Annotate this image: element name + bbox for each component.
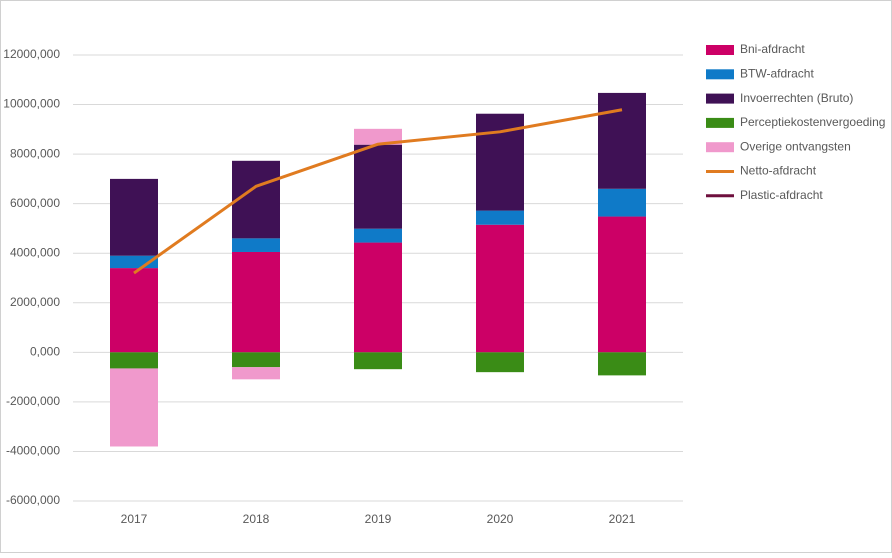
bar-segment [232, 238, 280, 252]
bar-segment [598, 188, 646, 217]
legend-swatch [706, 117, 734, 128]
y-tick-label: -6000,000 [6, 493, 60, 507]
bar-segment [354, 144, 402, 229]
y-tick-label: 6000,000 [10, 196, 60, 210]
x-tick-label: 2019 [365, 512, 392, 526]
x-tick-label: 2018 [243, 512, 270, 526]
legend-label: Invoerrechten (Bruto) [740, 91, 853, 105]
bar-segment [110, 368, 158, 447]
x-tick-label: 2020 [487, 512, 514, 526]
legend-swatch [706, 93, 734, 104]
bar-segment [110, 352, 158, 369]
y-tick-label: 4000,000 [10, 245, 60, 259]
legend-label: Netto-afdracht [740, 164, 817, 178]
x-tick-label: 2021 [609, 512, 636, 526]
bar-segment [476, 210, 524, 225]
bar-segment [232, 352, 280, 368]
bar-segment [110, 178, 158, 256]
legend-label: BTW-afdracht [740, 66, 814, 80]
legend-label: Overige ontvangsten [740, 139, 851, 153]
legend-swatch [706, 69, 734, 80]
bar-segment [476, 352, 524, 373]
bar-segment [476, 224, 524, 353]
bar-segment [354, 352, 402, 370]
line [133, 108, 623, 275]
y-tick-label: 8000,000 [10, 146, 60, 160]
bar-segment [354, 242, 402, 353]
bar-segment [232, 251, 280, 353]
bar-segment [354, 228, 402, 243]
y-tick-label: 10000,000 [3, 97, 60, 111]
legend-label: Bni-afdracht [740, 42, 805, 56]
x-tick-label: 2017 [121, 512, 148, 526]
y-tick-label: 12000,000 [3, 47, 60, 61]
bar-segment [598, 92, 646, 189]
bar-segment [354, 128, 402, 145]
bar-segment [110, 268, 158, 353]
bar-segment [598, 352, 646, 376]
bar-segment [232, 367, 280, 380]
y-tick-label: 0,000 [30, 345, 60, 359]
y-tick-label: -2000,000 [6, 394, 60, 408]
legend-swatch [706, 142, 734, 153]
legend-swatch [706, 45, 734, 55]
bar-segment [232, 160, 280, 239]
legend-label: Perceptiekostenvergoeding [740, 115, 885, 129]
bar-segment [598, 216, 646, 353]
legend-label: Plastic-afdracht [740, 188, 823, 202]
y-tick-label: -4000,000 [6, 444, 60, 458]
y-tick-label: 2000,000 [10, 295, 60, 309]
